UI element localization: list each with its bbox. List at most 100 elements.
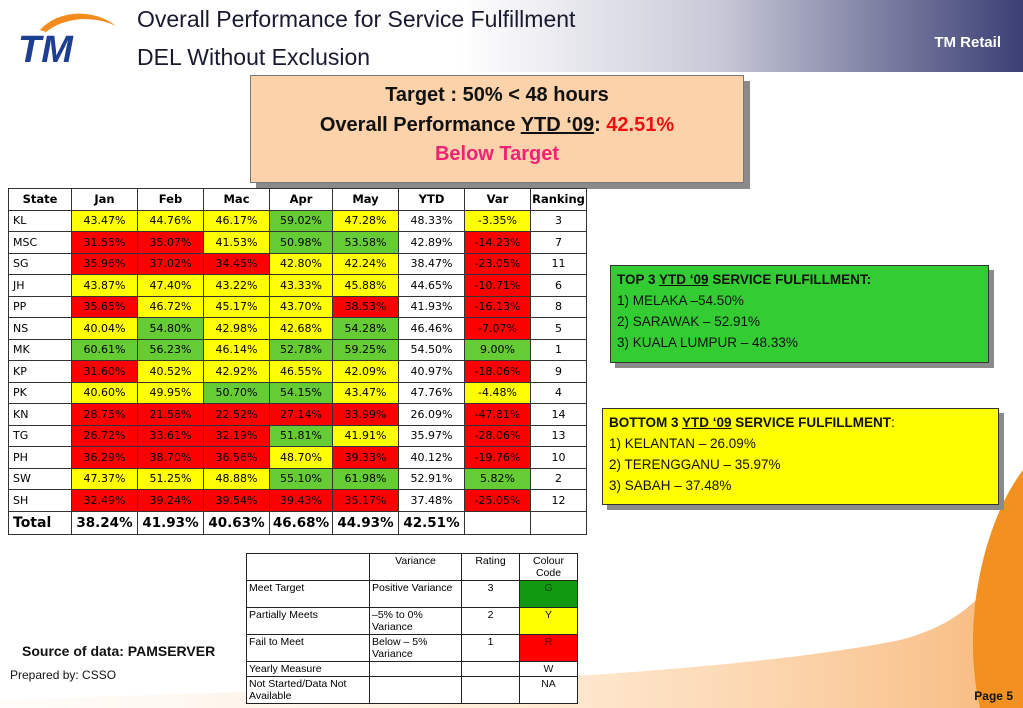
value-cell: 54.28% — [332, 317, 399, 340]
state-performance-table: State Jan Feb Mac Apr May YTD Var Ranking KL 43.4… — [8, 188, 587, 535]
table-row: NS 40.04% 54.80% 42.98% 42.68% 54.28% 46.46% -7… — [8, 317, 587, 340]
value-cell: 8 — [530, 295, 587, 318]
state-cell: MSC — [8, 231, 72, 254]
value-cell: 40.04% — [71, 317, 138, 340]
top3-item: 2) SARAWAK – 52.91% — [617, 314, 761, 329]
value-cell: 47.76% — [398, 381, 465, 404]
column-header: Apr — [269, 188, 333, 211]
value-cell: -16.13% — [464, 295, 531, 318]
column-header: Var — [464, 188, 531, 211]
value-cell: 36.29% — [71, 446, 138, 469]
table-row: PK 40.60% 49.95% 50.70% 54.15% 43.47% 47.76% -4… — [8, 381, 587, 404]
legend-cell — [369, 676, 462, 704]
value-cell: 35.97% — [398, 424, 465, 447]
value-cell: -4.48% — [464, 381, 531, 404]
value-cell: 40.12% — [398, 446, 465, 469]
value-cell: 38.70% — [137, 446, 204, 469]
table-row: SW 47.37% 51.25% 48.88% 55.10% 61.98% 52.91% 5.… — [8, 467, 587, 490]
value-cell: 39.43% — [269, 489, 333, 512]
table-row: KL 43.47% 44.76% 46.17% 59.02% 47.28% 48.33% -3… — [8, 209, 587, 232]
value-cell: 6 — [530, 274, 587, 297]
value-cell: 33.99% — [332, 403, 399, 426]
value-cell: 28.75% — [71, 403, 138, 426]
column-header: Feb — [137, 188, 204, 211]
value-cell: 48.70% — [269, 446, 333, 469]
state-cell: JH — [8, 274, 72, 297]
page-title-line2: DEL Without Exclusion — [137, 44, 371, 70]
value-cell: 31.55% — [71, 231, 138, 254]
value-cell: 42.92% — [203, 360, 270, 383]
value-cell: 43.47% — [332, 381, 399, 404]
data-source-label: Source of data: PAMSERVER — [22, 643, 216, 659]
value-cell: 46.72% — [137, 295, 204, 318]
value-cell: 61.98% — [332, 467, 399, 490]
value-cell: 1 — [530, 338, 587, 361]
value-cell: 45.88% — [332, 274, 399, 297]
table-row: TG 26.72% 33.61% 32.19% 51.81% 41.91% 35.97% -2… — [8, 424, 587, 447]
bottom3-item: 2) TERENGGANU – 35.97% — [609, 457, 781, 472]
value-cell: 43.47% — [71, 209, 138, 232]
value-cell: 41.53% — [203, 231, 270, 254]
value-cell: 52.91% — [398, 467, 465, 490]
value-cell: 32.19% — [203, 424, 270, 447]
total-cell: 41.93% — [137, 510, 204, 535]
colour-code-cell: Y — [519, 607, 578, 635]
value-cell: 46.55% — [269, 360, 333, 383]
value-cell: 59.02% — [269, 209, 333, 232]
value-cell: -14.23% — [464, 231, 531, 254]
value-cell: -18.06% — [464, 360, 531, 383]
bottom3-item: 3) SABAH – 37.48% — [609, 478, 732, 493]
state-cell: SW — [8, 467, 72, 490]
state-cell: NS — [8, 317, 72, 340]
value-cell: 48.33% — [398, 209, 465, 232]
table-row: PH 36.29% 38.70% 36.56% 48.70% 39.33% 40.12% -1… — [8, 446, 587, 469]
value-cell: 10 — [530, 446, 587, 469]
value-cell: 35.96% — [71, 252, 138, 275]
total-cell: 46.68% — [269, 510, 333, 535]
legend-header: Colour Code — [519, 553, 578, 581]
bottom3-box: BOTTOM 3 YTD ‘09 SERVICE FULFILLMENT: 1)… — [602, 408, 999, 505]
value-cell: 32.49% — [71, 489, 138, 512]
legend-row: Not Started/Data Not Available NA — [246, 676, 578, 704]
value-cell: -3.35% — [464, 209, 531, 232]
value-cell: 22.52% — [203, 403, 270, 426]
table-row: MK 60.61% 56.23% 46.14% 52.78% 59.25% 54.50% 9.… — [8, 338, 587, 361]
legend-cell — [369, 661, 462, 677]
below-target-label: Below Target — [434, 143, 560, 165]
value-cell: 47.40% — [137, 274, 204, 297]
value-cell: 37.02% — [137, 252, 204, 275]
legend-row: Partially Meets –5% to 0% Variance 2 Y — [246, 607, 578, 635]
value-cell: 5 — [530, 317, 587, 340]
value-cell: 60.61% — [71, 338, 138, 361]
value-cell: 39.33% — [332, 446, 399, 469]
table-row: SH 32.49% 39.24% 39.54% 39.43% 35.17% 37.48% -2… — [8, 489, 587, 512]
value-cell: 11 — [530, 252, 587, 275]
value-cell: 27.14% — [269, 403, 333, 426]
value-cell: 56.23% — [137, 338, 204, 361]
value-cell: 14 — [530, 403, 587, 426]
legend-cell: 1 — [461, 634, 520, 662]
value-cell: 31.60% — [71, 360, 138, 383]
legend-row: Fail to Meet Below – 5% Variance 1 R — [246, 634, 578, 662]
value-cell: 38.47% — [398, 252, 465, 275]
total-cell — [530, 510, 587, 535]
value-cell: 36.56% — [203, 446, 270, 469]
total-cell: 40.63% — [203, 510, 270, 535]
value-cell: 43.22% — [203, 274, 270, 297]
colour-code-cell: NA — [519, 676, 578, 704]
state-cell: PH — [8, 446, 72, 469]
value-cell: 7 — [530, 231, 587, 254]
state-cell: MK — [8, 338, 72, 361]
value-cell: 35.17% — [332, 489, 399, 512]
value-cell: 47.37% — [71, 467, 138, 490]
value-cell: 39.24% — [137, 489, 204, 512]
value-cell: 42.89% — [398, 231, 465, 254]
value-cell: 26.09% — [398, 403, 465, 426]
value-cell: 35.65% — [71, 295, 138, 318]
legend-header — [246, 553, 370, 581]
state-cell: SH — [8, 489, 72, 512]
value-cell: 44.65% — [398, 274, 465, 297]
column-header: May — [332, 188, 399, 211]
value-cell: 5.82% — [464, 467, 531, 490]
legend-header: Rating — [461, 553, 520, 581]
